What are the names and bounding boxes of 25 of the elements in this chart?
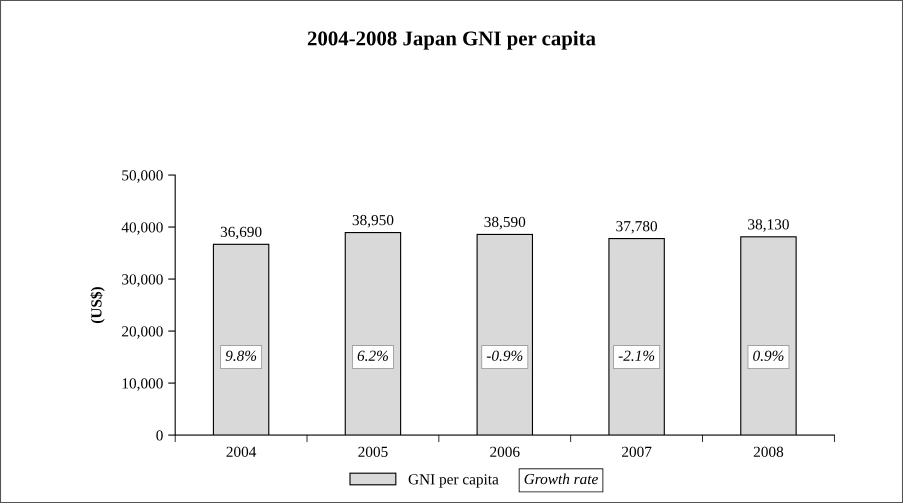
annotation: -0.9%	[486, 350, 522, 361]
chart-title: 2004-2008 Japan GNI per capita	[308, 30, 596, 50]
annotation: 9.8%	[226, 350, 256, 361]
y-tick-label: 30,000	[122, 274, 163, 287]
legend-label: GNI per capita	[408, 474, 499, 488]
x-tick-label: 2005	[358, 446, 388, 457]
x-tick-label: 2006	[490, 446, 520, 457]
annotation: 6.2%	[358, 350, 388, 361]
x-tick-label: 2004	[226, 446, 256, 457]
y-tick-label: 20,000	[122, 326, 163, 339]
x-tick-label: 2008	[754, 446, 784, 457]
x-tick-label: 2007	[622, 446, 652, 457]
text: 38,590	[484, 216, 526, 230]
text: Growth rate	[524, 473, 598, 484]
text: 37,780	[616, 221, 658, 234]
y-axis-title: (US$)	[90, 287, 105, 324]
text: 38,950	[352, 214, 394, 228]
text: 36,690	[220, 226, 262, 240]
text: 38,130	[748, 219, 789, 232]
annotation: -2.1%	[618, 350, 654, 361]
y-tick-label: 10,000	[122, 378, 163, 391]
y-tick-label: 0	[156, 430, 163, 441]
y-tick-label: 50,000	[122, 170, 163, 183]
annotation: 0.9%	[753, 350, 784, 361]
y-tick-label: 40,000	[122, 222, 163, 235]
